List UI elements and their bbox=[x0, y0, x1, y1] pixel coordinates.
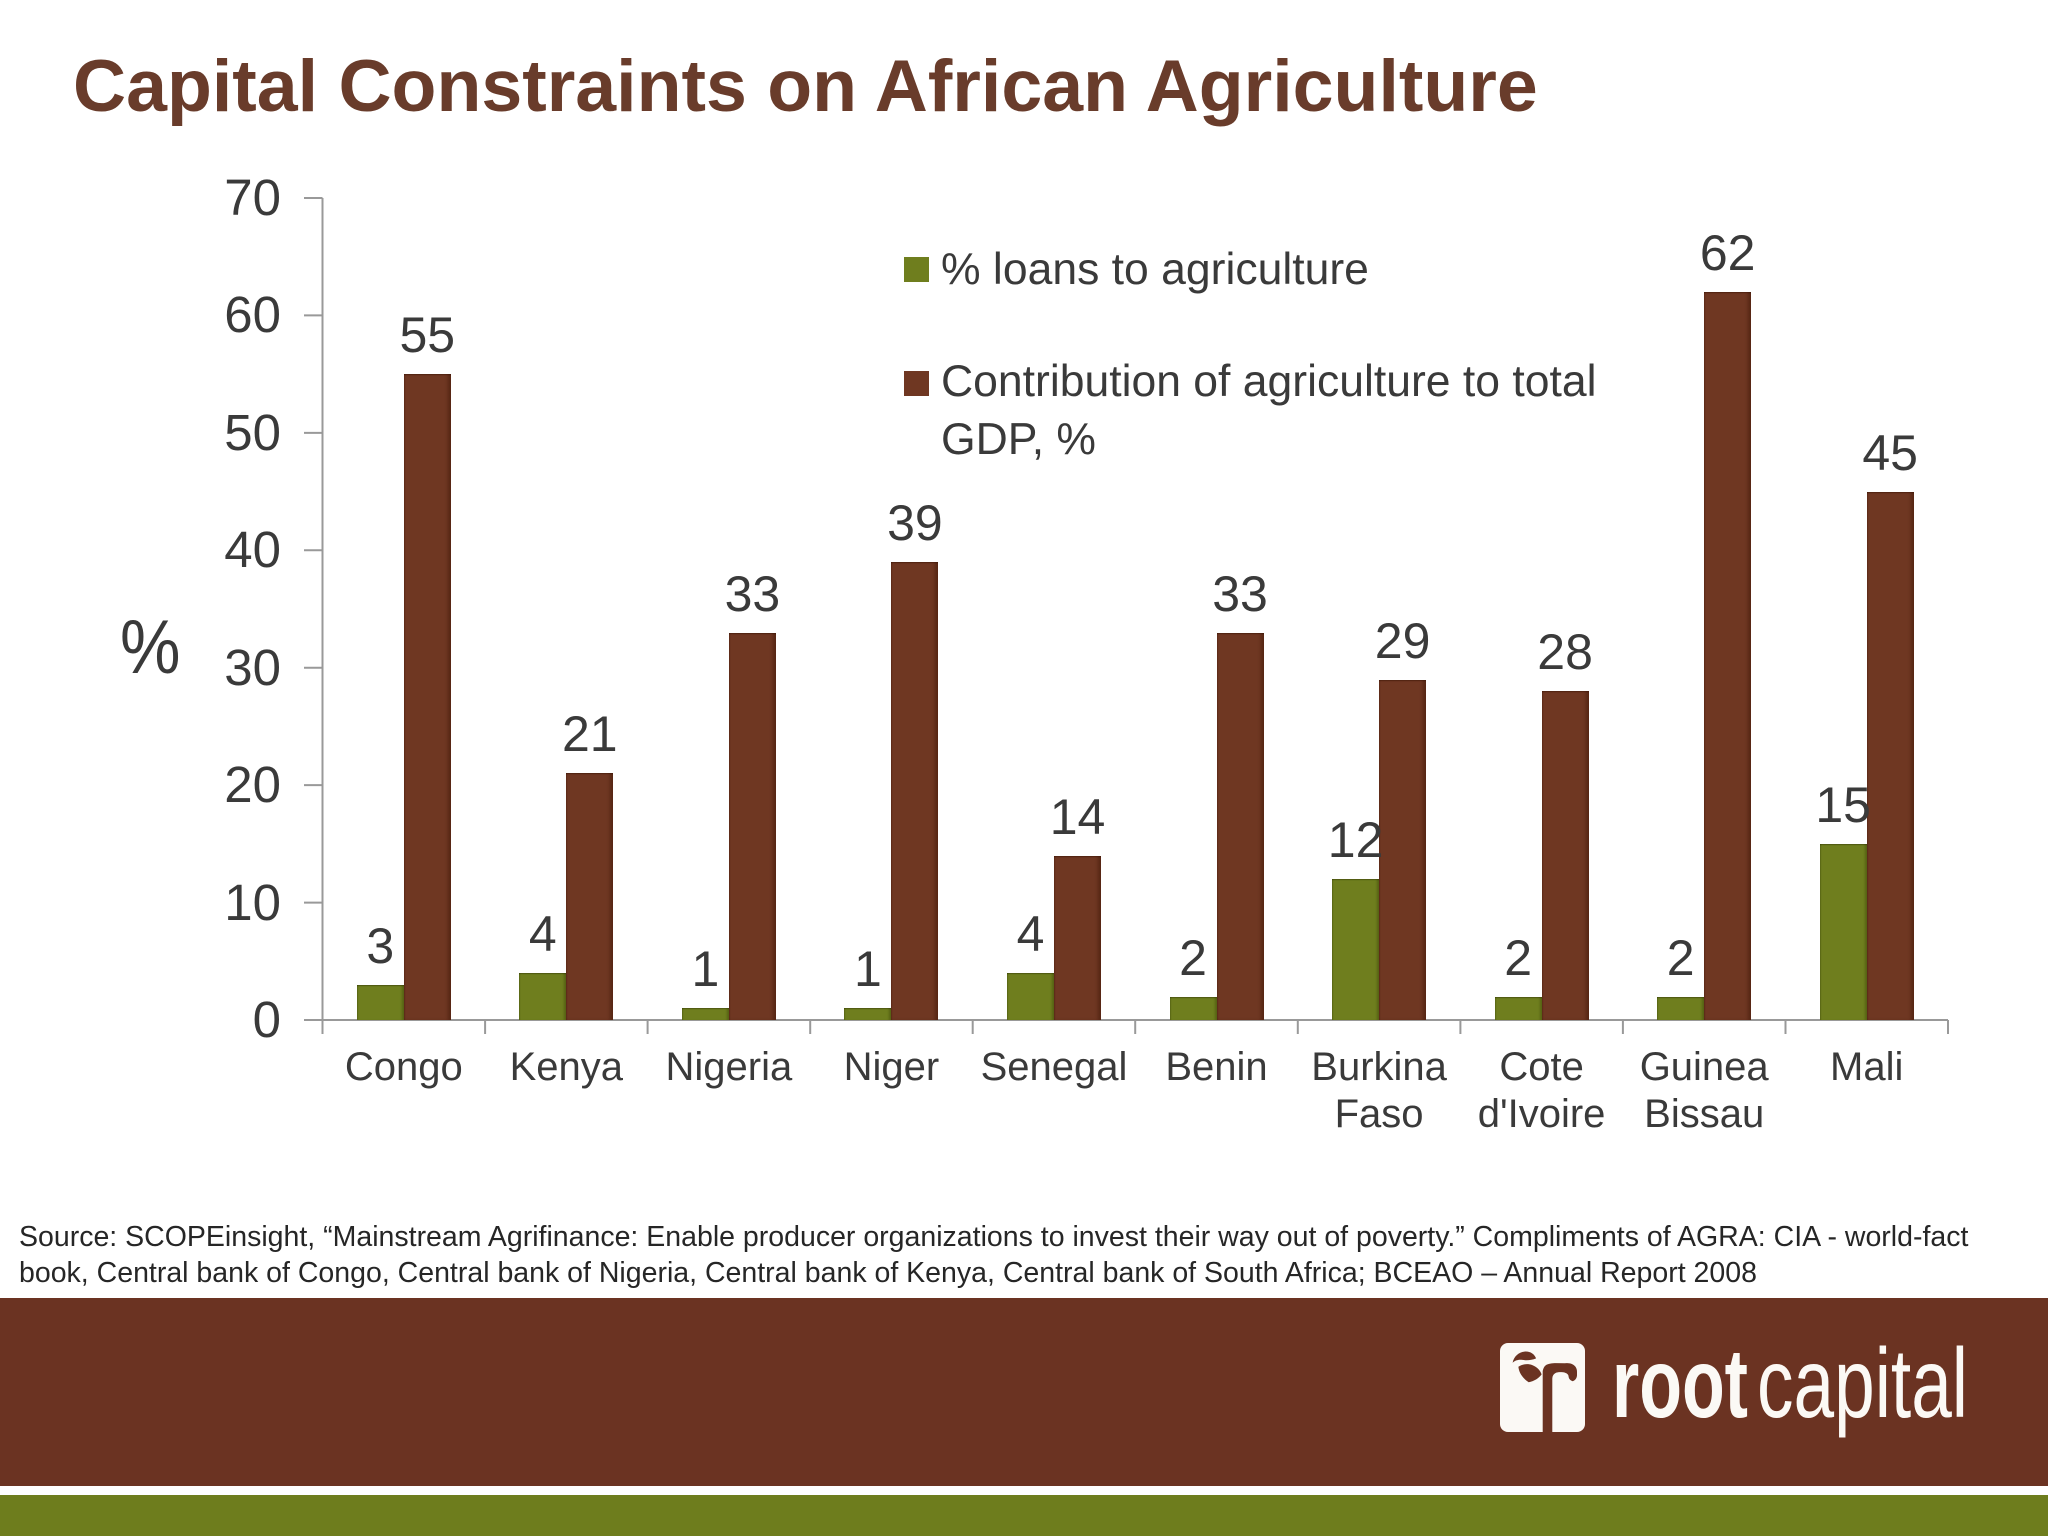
svg-text:capital: capital bbox=[1757, 1330, 1968, 1439]
svg-text:root: root bbox=[1612, 1330, 1748, 1439]
